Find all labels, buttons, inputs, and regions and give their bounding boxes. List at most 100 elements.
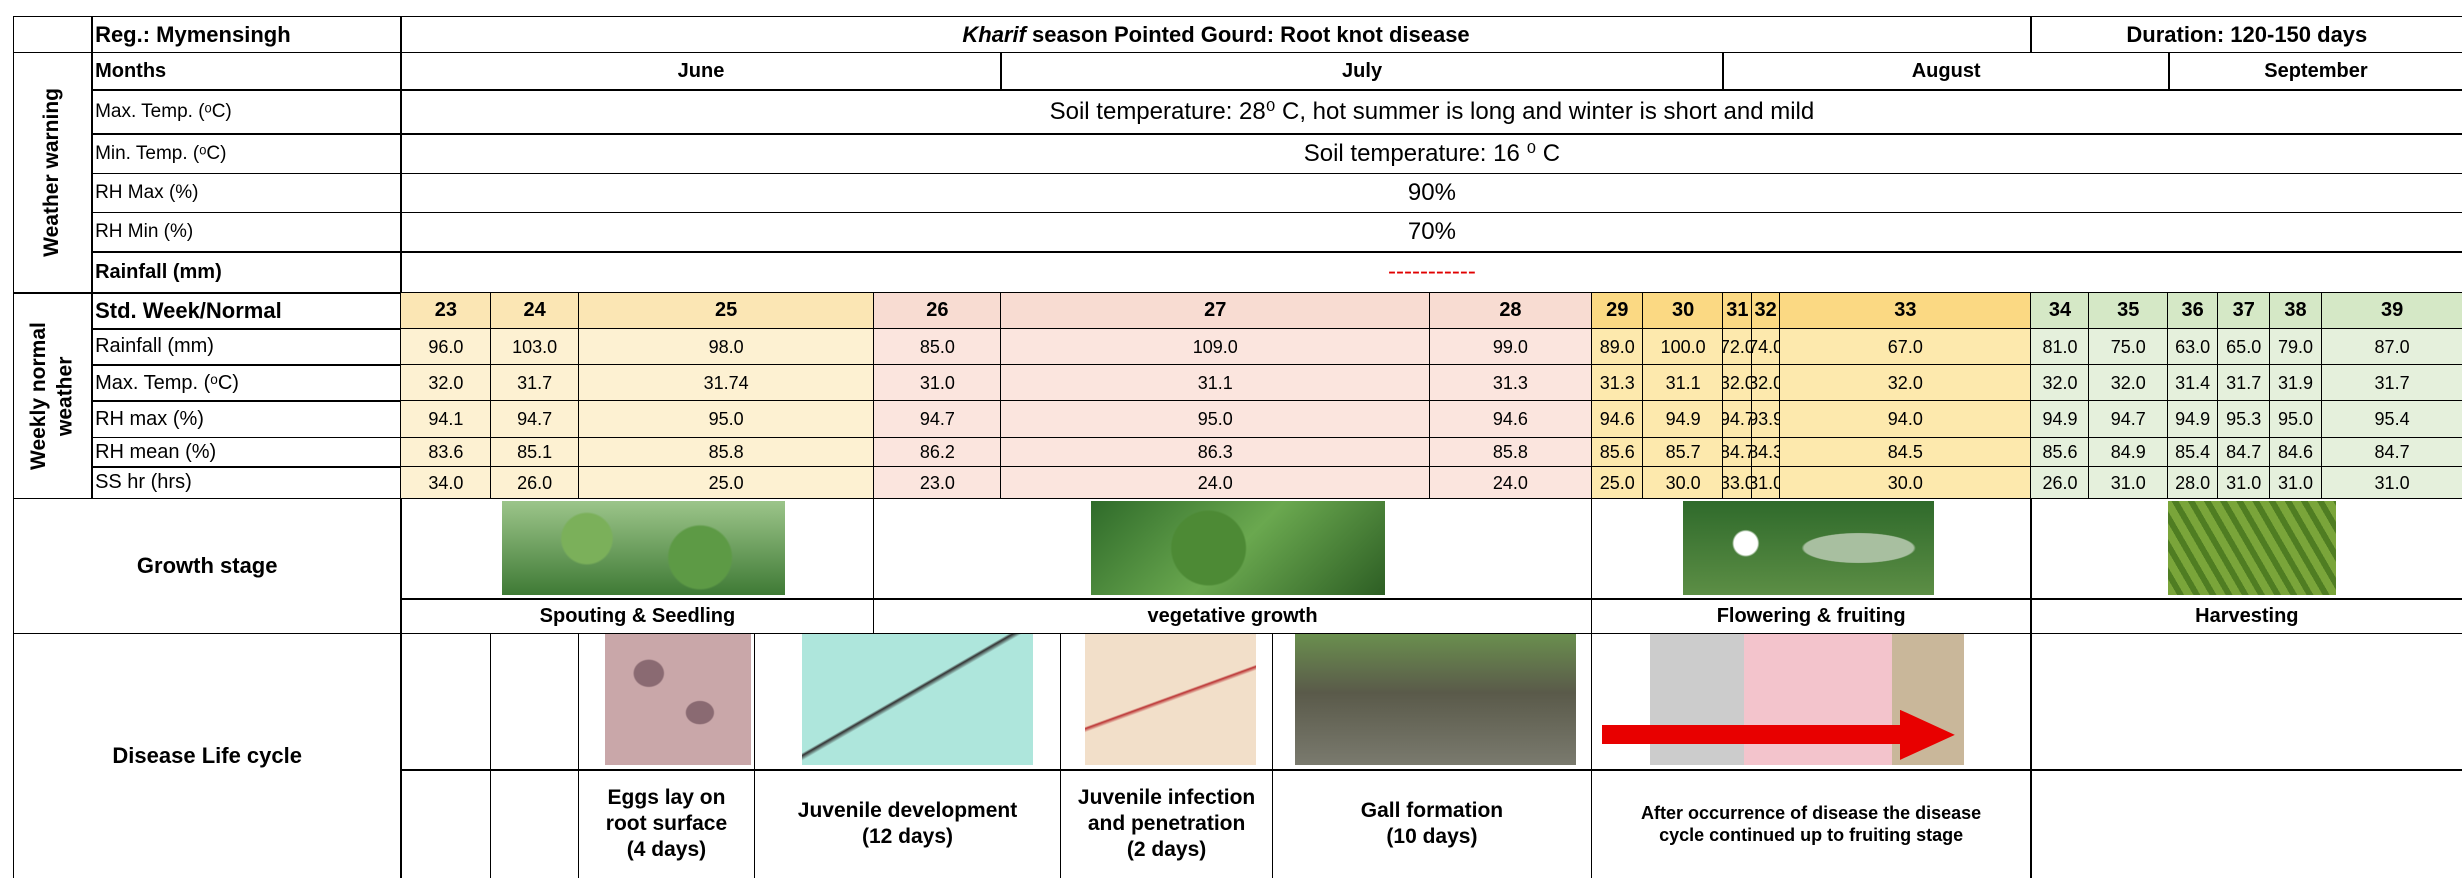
weekly-value: 84.7 bbox=[1722, 437, 1752, 468]
week-header-text: 35 bbox=[2117, 298, 2139, 323]
weekly-value: 86.3 bbox=[1000, 437, 1430, 468]
weekly-value: 79.0 bbox=[2269, 328, 2322, 366]
weekly-value: 28.0 bbox=[2167, 466, 2219, 499]
weekly-value: 84.7 bbox=[2321, 437, 2462, 468]
weekly-value-text: 94.7 bbox=[920, 408, 955, 431]
weekly-value: 23.0 bbox=[873, 466, 1002, 499]
month-header: August bbox=[1722, 52, 2169, 91]
weather-row-label-text: RH Max (%) bbox=[95, 181, 198, 205]
months-label: Months bbox=[91, 52, 402, 91]
week-header: 39 bbox=[2321, 292, 2462, 330]
weekly-value-text: 32.0 bbox=[1722, 372, 1752, 395]
week-header-text: 31 bbox=[1726, 298, 1748, 323]
weather-row-value: Soil temperature: 28⁰ C, hot summer is l… bbox=[400, 89, 2462, 134]
vegetative-photo bbox=[1091, 501, 1385, 595]
disease-step-cell: Gall formation(10 days) bbox=[1272, 769, 1592, 878]
month-header: June bbox=[400, 52, 1001, 91]
week-header-text: 34 bbox=[2049, 298, 2071, 323]
weekly-value-text: 31.4 bbox=[2175, 372, 2210, 395]
weekly-value-text: 95.3 bbox=[2226, 408, 2261, 431]
week-header: 34 bbox=[2030, 292, 2090, 330]
weekly-value-text: 31.3 bbox=[1493, 372, 1528, 395]
weekly-value-text: 72.0 bbox=[1722, 336, 1752, 359]
juvenile-photo bbox=[802, 634, 1033, 764]
weekly-value-text: 85.6 bbox=[1600, 441, 1635, 464]
step-line: (4 days) bbox=[627, 837, 706, 863]
weekly-value-text: 79.0 bbox=[2278, 336, 2313, 359]
weather-row-label-text: Min. Temp. (ᵒC) bbox=[95, 142, 226, 166]
weekly-value-text: 31.0 bbox=[1751, 472, 1781, 495]
weekly-value: 31.0 bbox=[2088, 466, 2168, 499]
weekly-value-text: 94.6 bbox=[1493, 408, 1528, 431]
disease-label: Disease Life cycle bbox=[13, 633, 402, 878]
region-text: Reg.: Mymensingh bbox=[95, 21, 291, 49]
month-header-text: July bbox=[1342, 59, 1382, 84]
weekly-value: 86.2 bbox=[873, 437, 1002, 468]
weekly-value: 30.0 bbox=[1779, 466, 2032, 499]
step-line: Eggs lay on bbox=[608, 785, 726, 811]
weekly-value: 95.0 bbox=[578, 400, 875, 438]
weekly-value-text: 32.0 bbox=[2111, 372, 2146, 395]
weekly-label: Weekly normal weather bbox=[13, 292, 93, 499]
week-header-text: 26 bbox=[926, 298, 948, 323]
week-header: 29 bbox=[1591, 292, 1644, 330]
title-italic: Kharif bbox=[962, 21, 1026, 49]
growth-label: Growth stage bbox=[13, 498, 402, 635]
weekly-value: 85.1 bbox=[490, 437, 579, 468]
disease-step-cell bbox=[2030, 769, 2462, 878]
disease-step-cell: Juvenile development(12 days) bbox=[754, 769, 1062, 878]
weekly-value-text: 26.0 bbox=[2042, 472, 2077, 495]
weekly-value: 25.0 bbox=[1591, 466, 1644, 499]
weather-row-value: 90% bbox=[400, 173, 2462, 214]
weekly-value: 84.9 bbox=[2088, 437, 2168, 468]
weekly-value-text: 95.4 bbox=[2375, 408, 2410, 431]
weekly-value: 100.0 bbox=[1642, 328, 1724, 366]
weekly-value: 83.6 bbox=[400, 437, 491, 468]
weekly-value: 94.7 bbox=[873, 400, 1002, 438]
weekly-value-text: 84.9 bbox=[2111, 441, 2146, 464]
growth-stage-label: Harvesting bbox=[2030, 598, 2462, 634]
weekly-value-text: 83.6 bbox=[428, 441, 463, 464]
weekly-value: 65.0 bbox=[2217, 328, 2270, 366]
weekly-value: 34.0 bbox=[400, 466, 491, 499]
harvest-photo bbox=[2168, 501, 2336, 595]
weekly-value-text: 89.0 bbox=[1600, 336, 1635, 359]
weather-row-value-text: ----------- bbox=[1388, 257, 1476, 287]
weekly-value: 93.9 bbox=[1751, 400, 1781, 438]
page: Reg.: MymensinghKharif season Pointed Go… bbox=[0, 0, 2462, 878]
growth-stage-label-text: Harvesting bbox=[2195, 604, 2298, 629]
weekly-value-text: 94.0 bbox=[1888, 408, 1923, 431]
step-line: (2 days) bbox=[1127, 837, 1206, 863]
weekly-value: 94.6 bbox=[1591, 400, 1644, 438]
weekly-value: 85.7 bbox=[1642, 437, 1724, 468]
weekly-value: 33.0 bbox=[1722, 466, 1752, 499]
weekly-value-text: 23.0 bbox=[920, 472, 955, 495]
step-line: root surface bbox=[606, 811, 727, 837]
weekly-value: 96.0 bbox=[400, 328, 491, 366]
step-line: and penetration bbox=[1088, 811, 1246, 837]
weekly-value-text: 94.7 bbox=[2111, 408, 2146, 431]
weather-row-value: Soil temperature: 16 ⁰ C bbox=[400, 133, 2462, 174]
weekly-value-text: 31.1 bbox=[1198, 372, 1233, 395]
weekly-value-text: 85.0 bbox=[920, 336, 955, 359]
weekly-value-text: 85.7 bbox=[1666, 441, 1701, 464]
week-header-text: 24 bbox=[523, 298, 545, 323]
weekly-label-text: Weekly normal weather bbox=[26, 301, 79, 491]
weekly-value-text: 95.0 bbox=[709, 408, 744, 431]
weather-row-value-text: Soil temperature: 28⁰ C, hot summer is l… bbox=[1050, 97, 1815, 127]
weather-warning-text: Weather warning bbox=[39, 88, 65, 257]
month-header-text: June bbox=[678, 59, 725, 84]
week-header: 23 bbox=[400, 292, 491, 330]
weekly-row-label-text: Max. Temp. (ᵒC) bbox=[95, 371, 239, 396]
week-header-text: 37 bbox=[2233, 298, 2255, 323]
weekly-value-text: 31.1 bbox=[1666, 372, 1701, 395]
growth-stage-label: Flowering & fruiting bbox=[1591, 598, 2032, 634]
weekly-value: 31.74 bbox=[578, 364, 875, 402]
weekly-value-text: 94.7 bbox=[1722, 408, 1752, 431]
weekly-value: 31.9 bbox=[2269, 364, 2322, 402]
weekly-value-text: 31.7 bbox=[2226, 372, 2261, 395]
weekly-value-text: 32.0 bbox=[1888, 372, 1923, 395]
weather-row-label: RH Min (%) bbox=[91, 212, 402, 253]
weekly-value: 31.0 bbox=[2321, 466, 2462, 499]
weekly-value-text: 85.6 bbox=[2042, 441, 2077, 464]
